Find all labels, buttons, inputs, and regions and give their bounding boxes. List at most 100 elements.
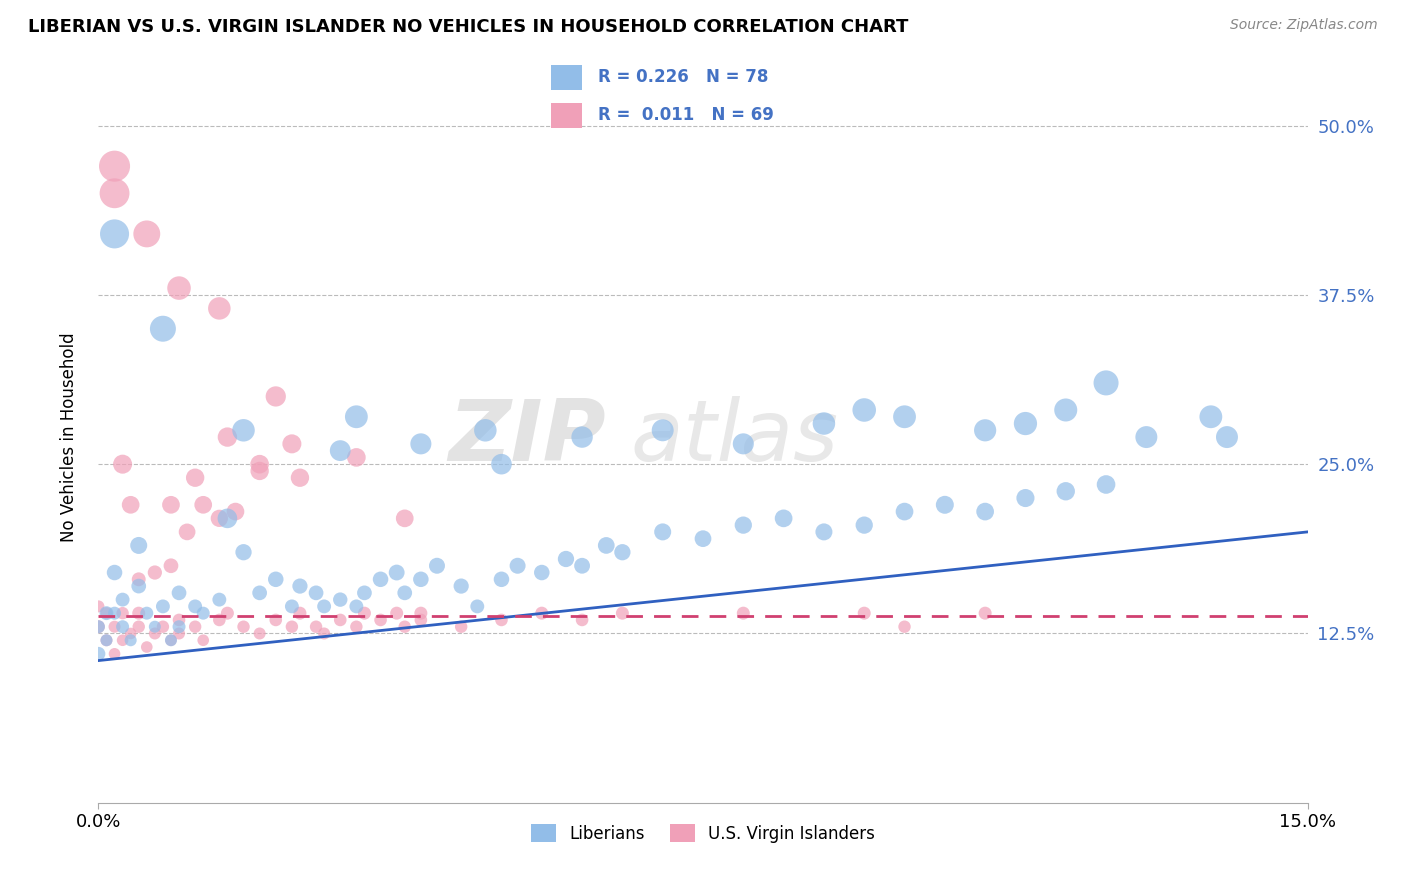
Point: [612, 545, 634, 559]
Point: [143, 626, 166, 640]
Point: [474, 423, 496, 437]
Point: [120, 498, 142, 512]
Point: [353, 606, 375, 620]
Point: [249, 626, 271, 640]
Point: [1014, 417, 1036, 431]
Point: [281, 437, 304, 451]
Point: [193, 606, 215, 620]
Point: [329, 443, 352, 458]
Point: [160, 558, 183, 573]
Point: [344, 409, 367, 424]
Point: [305, 620, 328, 634]
Point: [232, 545, 254, 559]
Point: [135, 606, 157, 620]
Point: [208, 511, 231, 525]
Point: [135, 227, 157, 241]
Point: [96, 606, 118, 620]
Point: [394, 586, 416, 600]
Point: [1135, 430, 1157, 444]
Point: [143, 566, 166, 580]
Point: [288, 471, 311, 485]
Point: [184, 471, 207, 485]
Point: [111, 592, 134, 607]
Point: [612, 606, 634, 620]
Text: ZIP: ZIP: [449, 395, 606, 479]
Point: [264, 389, 287, 403]
Point: [506, 558, 529, 573]
Point: [167, 613, 190, 627]
Point: [974, 606, 997, 620]
Point: [385, 606, 408, 620]
Point: [167, 586, 190, 600]
Point: [176, 524, 198, 539]
Point: [217, 511, 239, 525]
Point: [530, 606, 553, 620]
Point: [143, 620, 166, 634]
Point: [160, 498, 183, 512]
Point: [224, 505, 246, 519]
Point: [571, 613, 593, 627]
Point: [450, 620, 472, 634]
Point: [353, 586, 375, 600]
Point: [571, 558, 593, 573]
Legend: Liberians, U.S. Virgin Islanders: Liberians, U.S. Virgin Islanders: [524, 818, 882, 849]
Point: [893, 620, 915, 634]
Point: [184, 599, 207, 614]
Point: [288, 606, 311, 620]
Point: [264, 613, 287, 627]
Point: [217, 606, 239, 620]
Point: [111, 633, 134, 648]
Point: [409, 606, 432, 620]
Text: atlas: atlas: [630, 395, 838, 479]
Point: [394, 511, 416, 525]
Point: [96, 633, 118, 648]
Point: [167, 281, 190, 295]
Point: [281, 599, 304, 614]
Point: [491, 457, 513, 471]
Point: [160, 633, 183, 648]
Text: LIBERIAN VS U.S. VIRGIN ISLANDER NO VEHICLES IN HOUSEHOLD CORRELATION CHART: LIBERIAN VS U.S. VIRGIN ISLANDER NO VEHI…: [28, 18, 908, 36]
Point: [264, 572, 287, 586]
Point: [103, 566, 125, 580]
Point: [491, 572, 513, 586]
Point: [111, 457, 134, 471]
Point: [853, 606, 876, 620]
Point: [595, 538, 617, 552]
Point: [314, 599, 336, 614]
Point: [813, 524, 835, 539]
Point: [103, 227, 125, 241]
Text: R = 0.226   N = 78: R = 0.226 N = 78: [599, 69, 769, 87]
Point: [344, 450, 367, 465]
Point: [934, 498, 956, 512]
Point: [232, 620, 254, 634]
Point: [394, 620, 416, 634]
Point: [1095, 376, 1118, 390]
Point: [1199, 409, 1222, 424]
Point: [249, 464, 271, 478]
Point: [208, 301, 231, 316]
Point: [329, 613, 352, 627]
Y-axis label: No Vehicles in Household: No Vehicles in Household: [59, 332, 77, 542]
Point: [651, 524, 673, 539]
Point: [853, 518, 876, 533]
Point: [193, 498, 215, 512]
Point: [305, 586, 328, 600]
Point: [1054, 403, 1077, 417]
Point: [103, 606, 125, 620]
Point: [249, 457, 271, 471]
Point: [120, 633, 142, 648]
Point: [813, 417, 835, 431]
Point: [530, 566, 553, 580]
Point: [128, 620, 150, 634]
Point: [128, 579, 150, 593]
Point: [370, 613, 392, 627]
FancyBboxPatch shape: [551, 64, 582, 90]
Point: [893, 505, 915, 519]
FancyBboxPatch shape: [551, 103, 582, 128]
Point: [167, 626, 190, 640]
Point: [111, 620, 134, 634]
Point: [87, 620, 110, 634]
Point: [733, 518, 755, 533]
Text: Source: ZipAtlas.com: Source: ZipAtlas.com: [1230, 18, 1378, 32]
Point: [1216, 430, 1239, 444]
